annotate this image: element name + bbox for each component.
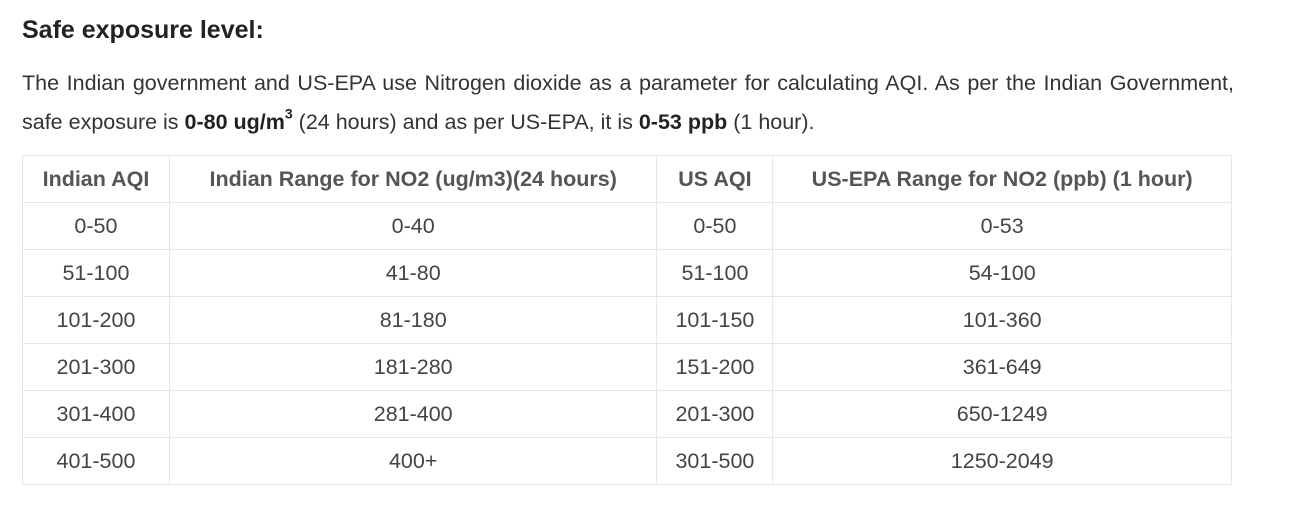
section-heading: Safe exposure level: xyxy=(22,16,264,44)
cell-us-aqi: 101-150 xyxy=(656,296,774,344)
cell-indian-range: 81-180 xyxy=(168,296,658,344)
table-row: 201-300 181-280 151-200 361-649 xyxy=(22,343,1232,391)
cell-indian-aqi: 101-200 xyxy=(22,296,170,344)
cell-indian-range: 181-280 xyxy=(168,343,658,391)
cell-indian-aqi: 0-50 xyxy=(22,202,170,250)
cell-indian-range: 400+ xyxy=(168,437,658,485)
cell-indian-aqi: 401-500 xyxy=(22,437,170,485)
cell-indian-aqi: 201-300 xyxy=(22,343,170,391)
cell-indian-range: 281-400 xyxy=(168,390,658,438)
intro-text-1: The Indian government and US-EPA use Nit… xyxy=(22,71,1234,134)
cell-us-epa-range: 101-360 xyxy=(772,296,1232,344)
indian-safe-limit: 0-80 ug/m3 xyxy=(184,105,293,135)
us-epa-safe-limit: 0-53 ppb xyxy=(638,110,728,134)
cell-us-epa-range: 54-100 xyxy=(772,249,1232,297)
cell-us-epa-range: 1250-2049 xyxy=(772,437,1232,485)
intro-text-2: (24 hours) and as per US-EPA, it is xyxy=(292,110,639,134)
cell-us-epa-range: 0-53 xyxy=(772,202,1232,250)
cell-indian-aqi: 301-400 xyxy=(22,390,170,438)
header-indian-range: Indian Range for NO2 (ug/m3)(24 hours) xyxy=(168,155,658,203)
superscript-3: 3 xyxy=(284,105,293,122)
table-row: 0-50 0-40 0-50 0-53 xyxy=(22,202,1232,250)
cell-us-aqi: 51-100 xyxy=(656,249,774,297)
table-row: 401-500 400+ 301-500 1250-2049 xyxy=(22,437,1232,485)
header-indian-aqi: Indian AQI xyxy=(22,155,170,203)
cell-us-epa-range: 361-649 xyxy=(772,343,1232,391)
aqi-range-table: Indian AQI Indian Range for NO2 (ug/m3)(… xyxy=(22,155,1232,485)
intro-paragraph: The Indian government and US-EPA use Nit… xyxy=(22,64,1234,142)
cell-indian-range: 0-40 xyxy=(168,202,658,250)
cell-us-aqi: 151-200 xyxy=(656,343,774,391)
table-row: 101-200 81-180 101-150 101-360 xyxy=(22,296,1232,344)
cell-us-aqi: 0-50 xyxy=(656,202,774,250)
article-content: Safe exposure level: The Indian governme… xyxy=(22,0,1234,485)
header-us-aqi: US AQI xyxy=(656,155,774,203)
intro-text-3: (1 hour). xyxy=(727,110,815,134)
cell-indian-range: 41-80 xyxy=(168,249,658,297)
cell-us-aqi: 201-300 xyxy=(656,390,774,438)
table-header-row: Indian AQI Indian Range for NO2 (ug/m3)(… xyxy=(22,155,1232,203)
table-row: 301-400 281-400 201-300 650-1249 xyxy=(22,390,1232,438)
cell-us-aqi: 301-500 xyxy=(656,437,774,485)
table-row: 51-100 41-80 51-100 54-100 xyxy=(22,249,1232,297)
cell-us-epa-range: 650-1249 xyxy=(772,390,1232,438)
cell-indian-aqi: 51-100 xyxy=(22,249,170,297)
header-us-epa-range: US-EPA Range for NO2 (ppb) (1 hour) xyxy=(772,155,1232,203)
